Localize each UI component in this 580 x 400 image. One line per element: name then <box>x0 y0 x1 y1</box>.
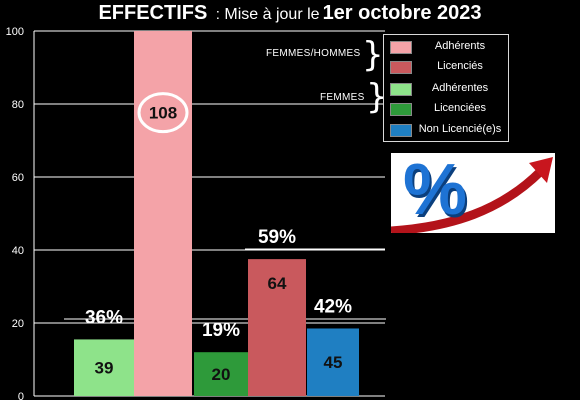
legend-item-non-licencies: Non Licencié(e)s <box>390 120 508 140</box>
y-tick-label: 40 <box>12 245 24 257</box>
title-date: 1er octobre 2023 <box>322 2 482 24</box>
legend-item-licencies: Licenciés <box>390 57 508 77</box>
value-highlight-circle <box>137 92 189 134</box>
y-tick-label: 60 <box>12 172 24 184</box>
chart-legend: Adhérents Licenciés Adhérentes Licenciée… <box>383 34 509 142</box>
percent-sign: % <box>403 153 468 230</box>
chart-title: EFFECTIFS : Mise à jour le 1er octobre 20… <box>0 2 580 28</box>
bar-percent-label: 19% <box>202 320 240 341</box>
bar <box>134 31 192 396</box>
bar-percent-label: 36% <box>85 307 123 328</box>
y-tick-label: 100 <box>6 26 24 38</box>
bar-percent-label: 59% <box>258 227 296 248</box>
bar <box>307 328 359 396</box>
legend-swatch <box>390 83 412 96</box>
y-tick-label: 80 <box>12 99 24 111</box>
legend-item-adherentes: Adhérentes <box>390 79 508 99</box>
title-main: EFFECTIFS <box>98 2 208 24</box>
bar <box>74 339 134 396</box>
bar-value-label: 39 <box>95 359 114 378</box>
bar-value-label: 108 <box>149 104 177 123</box>
bar <box>248 259 306 396</box>
legend-swatch <box>390 103 412 116</box>
legend-group-femmes-hommes: FEMMES/HOMMES <box>264 48 363 59</box>
legend-swatch <box>390 41 412 54</box>
bar-value-label: 45 <box>324 353 343 372</box>
title-separator: : <box>215 6 220 23</box>
y-tick-label: 0 <box>18 391 24 400</box>
legend-label: Non Licencié(e)s <box>418 123 502 135</box>
legend-label: Licenciés <box>437 60 483 72</box>
legend-item-adherents: Adhérents <box>390 37 508 57</box>
bar-value-label: 64 <box>268 274 287 293</box>
bar-percent-label: 42% <box>314 296 352 317</box>
growth-arrow-icon <box>391 157 553 233</box>
legend-group-femmes: FEMMES <box>318 92 367 103</box>
brace-icon: } <box>366 77 388 117</box>
legend-label: Licenciées <box>434 102 486 114</box>
brace-icon: } <box>362 35 384 75</box>
y-tick-label: 20 <box>12 318 24 330</box>
legend-label: Adhérentes <box>431 82 489 94</box>
legend-swatch <box>390 61 412 74</box>
legend-label: Adhérents <box>434 40 486 52</box>
percent-growth-arrow-icon: % <box>391 153 555 233</box>
title-subtitle: Mise à jour le <box>224 6 320 23</box>
legend-item-licenciees: Licenciées <box>390 99 508 119</box>
bar-value-label: 20 <box>212 365 231 384</box>
legend-swatch <box>390 124 412 137</box>
bar <box>194 352 248 396</box>
